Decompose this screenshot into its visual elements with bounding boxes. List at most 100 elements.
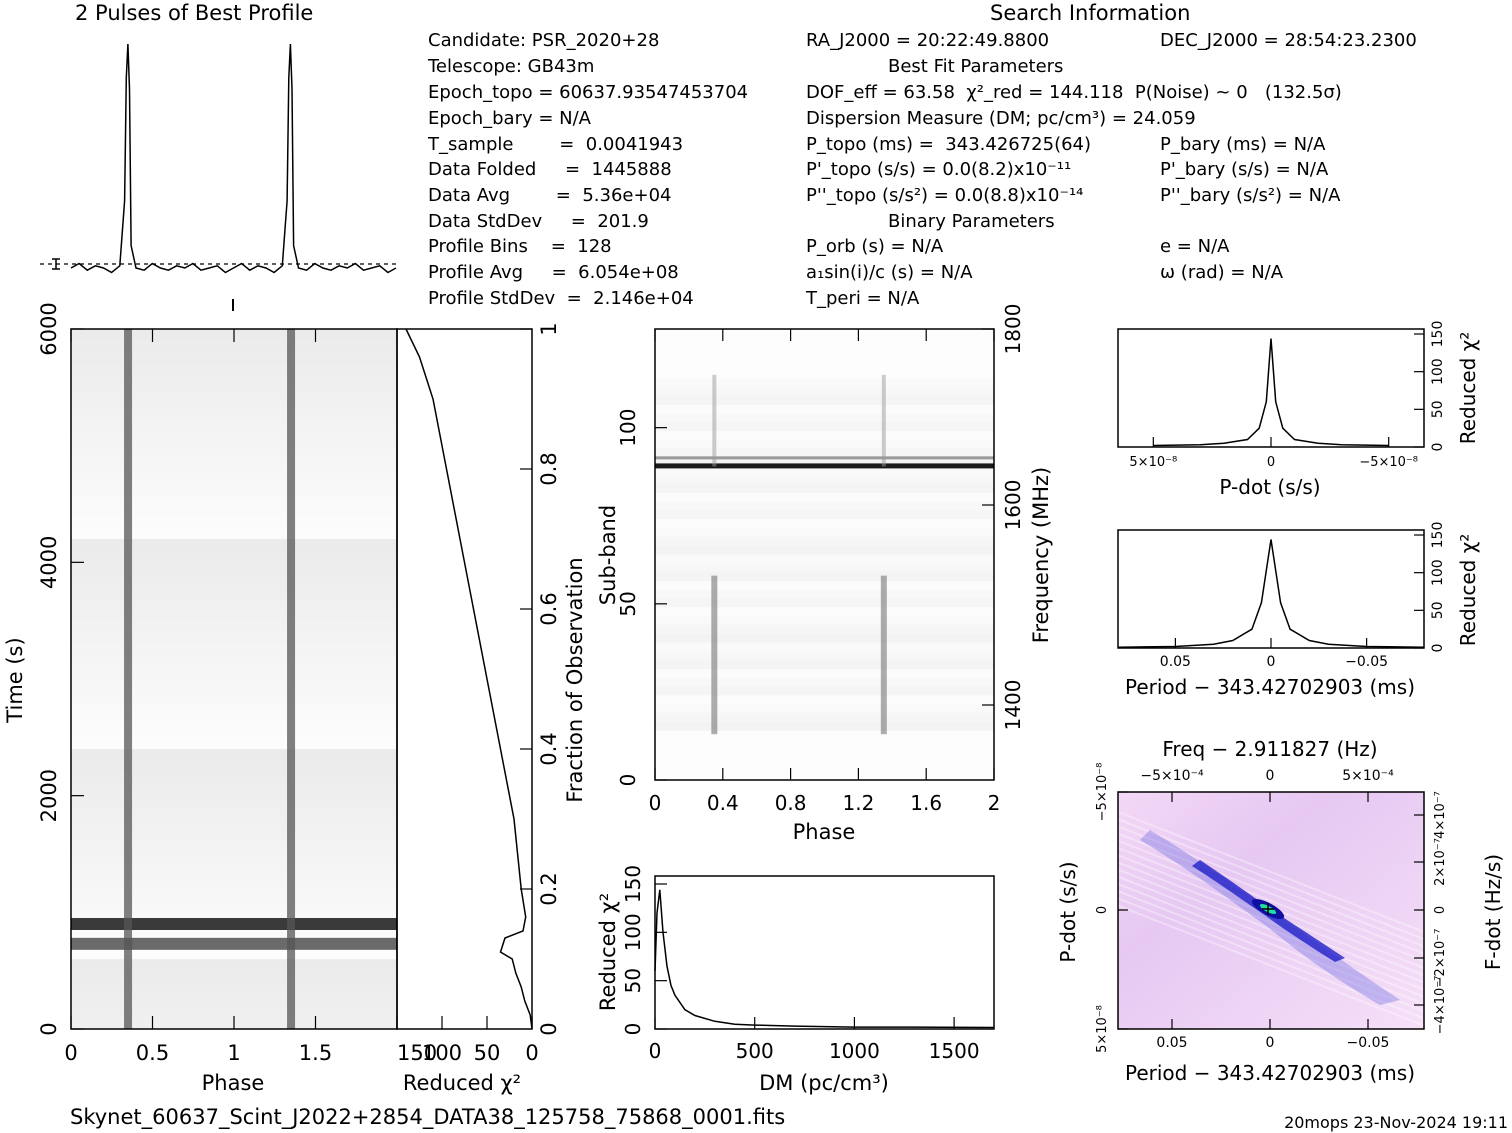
ppdot-ytick-label: 0 xyxy=(1095,906,1110,914)
time-phase-xtick-label: 0 xyxy=(64,1041,77,1065)
time-phase-row xyxy=(71,527,397,540)
subband-row xyxy=(655,580,994,590)
time-phase-row xyxy=(71,562,397,575)
subband-y2tick-label: 1400 xyxy=(1001,680,1025,731)
chi-vs-dm-xtick-label: 500 xyxy=(736,1039,774,1063)
chi-vs-time-ytick-label: 0.4 xyxy=(537,732,561,765)
time-phase-row xyxy=(71,609,397,621)
time-phase-row xyxy=(71,807,397,820)
profile-title: 2 Pulses of Best Profile xyxy=(75,1,313,25)
p-topo: P_topo (ms) = 343.426725(64) xyxy=(806,134,1091,155)
chi-vs-time-ytick-label: 0.2 xyxy=(537,872,561,905)
ppdot-streak xyxy=(1117,825,1425,948)
time-phase-row xyxy=(71,469,397,481)
time-phase-row xyxy=(71,655,397,668)
time-phase-row xyxy=(71,994,397,1006)
chi-vs-time-xtick-label: 0 xyxy=(525,1041,538,1065)
subband-y2tick-label: 1600 xyxy=(1001,480,1025,531)
ppdot-streak xyxy=(1117,861,1425,984)
subband-row xyxy=(655,615,994,625)
subband-row xyxy=(655,457,994,467)
subband-row xyxy=(655,501,994,511)
time-phase-row xyxy=(71,340,397,353)
time-phase-row xyxy=(71,959,397,971)
chi-vs-pdot-line xyxy=(1153,338,1389,447)
ppdot-streak xyxy=(1117,897,1425,1020)
subband-pulse-upper xyxy=(881,374,886,467)
chi-vs-dm-ytick-label: 150 xyxy=(621,865,645,903)
subband-row xyxy=(655,704,994,714)
subband-row xyxy=(655,624,994,634)
subband-row xyxy=(655,633,994,643)
chi-vs-period-ytick-label: 100 xyxy=(1430,559,1446,586)
subband-row xyxy=(655,686,994,696)
chi-vs-pdot-xtick-label: −5×10⁻⁸ xyxy=(1359,455,1418,470)
time-phase-row xyxy=(71,480,397,493)
subband-xtick-label: 0.4 xyxy=(707,791,739,815)
time-phase-row xyxy=(71,889,397,901)
chi-vs-time-ytick-label: 1 xyxy=(537,322,561,335)
ppdot-best-marker xyxy=(1262,903,1274,915)
dec: DEC_J2000 = 28:54:23.2300 xyxy=(1160,30,1417,51)
chi-vs-pdot-xtick-label: 0 xyxy=(1267,455,1275,470)
epoch-bary: Epoch_bary = N/A xyxy=(428,108,592,129)
time-phase-row xyxy=(71,725,397,738)
time-phase-row xyxy=(71,1005,397,1018)
dm-value: Dispersion Measure (DM; pc/cm³) = 24.059 xyxy=(806,108,1196,129)
chi-vs-pdot-ytick-label: 100 xyxy=(1430,358,1446,385)
subband-row xyxy=(655,536,994,546)
binary-title: Binary Parameters xyxy=(888,211,1055,232)
chi-vs-dm-plot: 0 500 1000 1500 0 50 100 150 DM (pc/cm³) Reduce… xyxy=(596,865,995,1095)
chi-vs-pdot-xtick-label: 5×10⁻⁸ xyxy=(1129,455,1177,470)
chi-vs-period-xlabel: Period − 343.42702903 (ms) xyxy=(1125,675,1415,699)
chi-vs-dm-xtick-label: 0 xyxy=(649,1039,662,1063)
time-phase-row xyxy=(71,854,397,866)
time-phase-row xyxy=(71,877,397,890)
profile-line xyxy=(70,43,397,274)
subband-row xyxy=(655,413,994,423)
time-phase-row xyxy=(71,644,397,656)
subband-row xyxy=(655,598,994,608)
subband-ylabel: Sub-band xyxy=(596,505,620,605)
chi-vs-period-ytick-label: 0 xyxy=(1430,644,1446,653)
time-phase-row xyxy=(71,550,397,563)
subband-row xyxy=(655,712,994,722)
time-phase-row xyxy=(71,982,397,995)
subband-row xyxy=(655,404,994,414)
epoch-topo: Epoch_topo = 60637.93547453704 xyxy=(428,82,748,103)
ppdot-streak xyxy=(1117,811,1425,933)
chi-vs-period-line xyxy=(1117,539,1425,648)
chi-vs-pdot-ytick-label: 50 xyxy=(1430,400,1446,418)
time-phase-bright-row xyxy=(71,937,397,950)
subband-row xyxy=(655,545,994,555)
subband-row xyxy=(655,721,994,731)
subband-row xyxy=(655,563,994,573)
ppdot-y2tick-label: −2×10⁻⁷ xyxy=(1433,929,1448,988)
chi-vs-period-plot: 0.05 0 −0.05 0 50 100 150 Period − 343.4270290… xyxy=(1117,522,1480,699)
time-phase-row xyxy=(71,539,397,551)
profile-errorbar xyxy=(52,258,60,270)
subband-y2label: Frequency (MHz) xyxy=(1029,467,1053,643)
time-phase-xlabel: Phase xyxy=(202,1071,265,1095)
ppdot-ytick-label: −5×10⁻⁸ xyxy=(1095,763,1110,822)
time-phase-pulse xyxy=(287,329,296,1029)
time-phase-row xyxy=(71,620,397,633)
subband-y2tick-label: 1800 xyxy=(1001,304,1025,355)
time-phase-row xyxy=(71,690,397,703)
chi-vs-period-ytick-label: 50 xyxy=(1430,601,1446,619)
time-phase-ylabel: Time (s) xyxy=(3,637,27,723)
subband-row xyxy=(655,510,994,520)
ppdot-streak xyxy=(1117,839,1425,962)
subband-xtick-label: 2 xyxy=(988,791,1001,815)
ppdot-x2tick-label: 5×10⁻⁴ xyxy=(1342,768,1394,784)
subband-row xyxy=(655,677,994,687)
ppdot-streak xyxy=(1117,883,1425,1005)
ppdot-streak xyxy=(1117,868,1425,991)
ppdot-ytick-label: 5×10⁻⁸ xyxy=(1095,1005,1110,1053)
t-peri: T_peri = N/A xyxy=(805,288,920,309)
chi-vs-time-xtick-label: 150 xyxy=(397,1041,437,1065)
time-phase-bright-row xyxy=(71,918,397,930)
subband-row xyxy=(655,651,994,661)
ppdot-y2tick-label: 2×10⁻⁷ xyxy=(1433,838,1448,886)
